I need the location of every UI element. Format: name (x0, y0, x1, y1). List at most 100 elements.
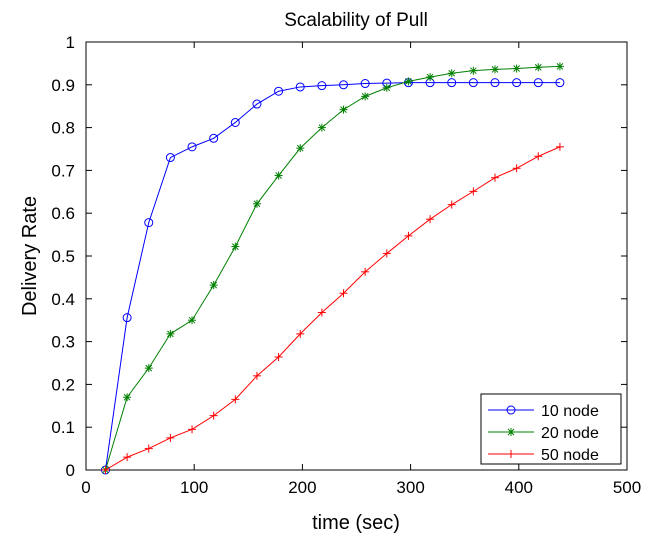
data-point (274, 86, 284, 96)
data-point (533, 78, 543, 88)
data-point (360, 79, 370, 89)
data-point (512, 78, 522, 88)
data-point (101, 466, 110, 474)
data-point (404, 231, 413, 240)
data-point (447, 78, 457, 88)
data-point (274, 171, 283, 180)
y-tick-label: 0.5 (51, 247, 75, 266)
chart-title: Scalability of Pull (284, 10, 428, 31)
data-point (534, 63, 543, 72)
data-point (447, 200, 456, 209)
data-point (382, 249, 391, 258)
data-point (188, 316, 197, 325)
data-point (555, 142, 564, 151)
y-tick-label: 0.4 (51, 290, 75, 309)
y-tick-label: 0.6 (51, 204, 75, 223)
data-point (426, 215, 435, 224)
y-tick-label: 0 (66, 461, 75, 480)
legend-label: 20 node (541, 425, 599, 442)
data-point (339, 105, 348, 114)
data-point (144, 444, 153, 453)
y-tick-label: 0.1 (51, 418, 75, 437)
data-point (231, 395, 240, 404)
data-point (512, 164, 521, 173)
data-point (555, 78, 565, 88)
data-point (339, 289, 348, 298)
data-point (123, 393, 132, 402)
data-point (534, 152, 543, 161)
data-point (209, 133, 219, 143)
data-point (231, 242, 240, 251)
legend-marker (507, 450, 515, 458)
data-point (468, 78, 478, 88)
series-10-node (100, 78, 565, 475)
series-line (105, 65, 560, 471)
series-line (105, 146, 561, 471)
data-point (122, 313, 132, 323)
x-axis: 0 100 200 300 400 500 (81, 42, 641, 497)
data-point (252, 99, 262, 109)
data-point (230, 117, 240, 127)
legend-marker (506, 405, 516, 415)
data-point (361, 92, 370, 101)
data-point (166, 329, 175, 338)
data-point (317, 81, 327, 91)
legend-label: 50 node (541, 447, 599, 464)
y-tick-label: 0.8 (51, 119, 75, 138)
data-point (274, 353, 283, 362)
data-point (512, 64, 521, 73)
data-point (123, 453, 132, 462)
data-point (404, 77, 413, 86)
x-tick-label: 100 (180, 478, 208, 497)
data-point (252, 199, 261, 208)
data-point (426, 73, 435, 82)
data-point (209, 411, 218, 420)
data-point (382, 83, 391, 92)
y-tick-label: 0.2 (51, 375, 75, 394)
y-axis: 0 0.1 0.2 0.3 0.4 0.5 0.6 0.7 0.8 0.9 1 (51, 33, 627, 480)
series-layer (100, 62, 565, 475)
data-point (296, 329, 305, 338)
data-point (490, 65, 499, 74)
data-point (317, 308, 326, 317)
legend-entry: 50 node (488, 447, 599, 464)
data-point (361, 267, 370, 276)
x-axis-label: time (sec) (312, 512, 400, 534)
series-20-node (101, 62, 564, 474)
data-point (296, 144, 305, 153)
x-tick-label: 400 (505, 478, 533, 497)
series-50-node (101, 142, 564, 474)
data-point (317, 123, 326, 132)
legend: 10 node 20 node 50 node (480, 393, 622, 465)
data-point (339, 80, 349, 90)
data-point (469, 66, 478, 75)
data-point (490, 78, 500, 88)
x-tick-label: 300 (396, 478, 424, 497)
y-tick-label: 0.3 (51, 333, 75, 352)
data-point (252, 371, 261, 380)
series-line (104, 82, 560, 471)
data-point (295, 82, 305, 92)
data-point (209, 281, 218, 290)
legend-entry: 10 node (488, 403, 599, 420)
data-point (447, 69, 456, 78)
y-tick-label: 0.7 (51, 161, 75, 180)
legend-box (480, 393, 622, 465)
x-tick-label: 500 (613, 478, 641, 497)
x-tick-label: 200 (288, 478, 316, 497)
y-tick-label: 0.9 (51, 76, 75, 95)
x-tick-label: 0 (81, 478, 90, 497)
legend-label: 10 node (541, 403, 599, 420)
data-point (144, 364, 153, 373)
data-point (555, 62, 564, 71)
data-point (166, 433, 175, 442)
data-point (469, 187, 478, 196)
data-point (187, 142, 197, 152)
data-point (188, 425, 197, 434)
data-point (144, 218, 154, 228)
legend-marker (507, 428, 515, 436)
legend-entry: 20 node (488, 425, 599, 442)
data-point (490, 173, 499, 182)
y-tick-label: 1 (66, 33, 75, 52)
